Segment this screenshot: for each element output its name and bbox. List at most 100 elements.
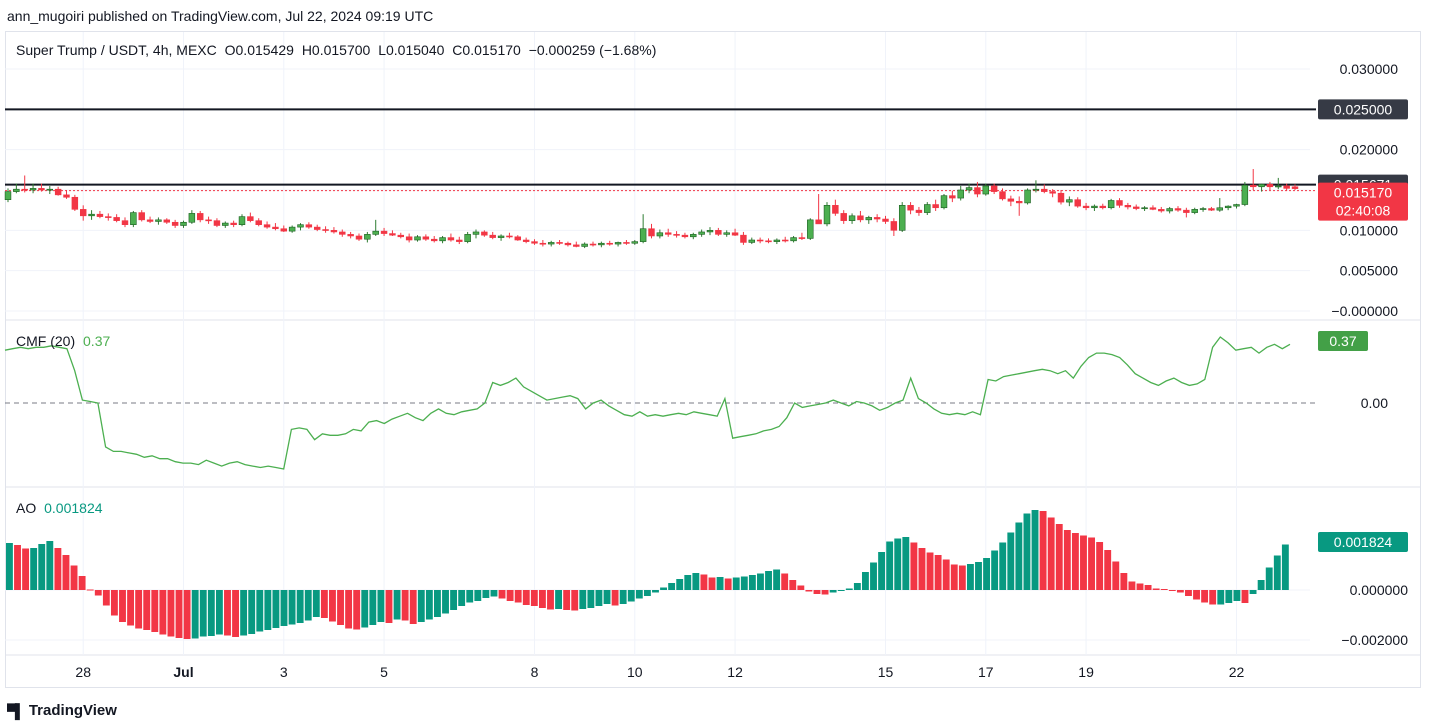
candle-body	[1116, 200, 1123, 206]
cmf-legend: CMF (20) 0.37	[16, 333, 114, 349]
candle-body	[907, 205, 914, 211]
candle-body	[1074, 199, 1081, 207]
ao-histogram-bar	[692, 573, 700, 590]
ao-histogram-bar	[660, 587, 667, 590]
ao-histogram-bar	[1273, 555, 1281, 590]
x-tick-label: 5	[380, 664, 388, 680]
candle-body	[230, 222, 237, 225]
ao-histogram-bar	[425, 590, 433, 620]
candle-body	[1015, 200, 1023, 204]
ao-histogram-bar	[345, 590, 353, 629]
ao-histogram-bar	[304, 590, 312, 621]
candle-body	[748, 239, 756, 243]
footer: ▀▌ TradingView	[7, 702, 117, 719]
candle-body	[1224, 205, 1232, 209]
ao-histogram-bar	[1104, 550, 1112, 590]
ao-histogram-bar	[862, 572, 869, 590]
ao-histogram-bar	[579, 590, 587, 609]
ao-histogram-bar	[1257, 580, 1265, 590]
ao-histogram-bar	[748, 575, 756, 590]
ao-histogram-bar	[86, 589, 94, 591]
ao-histogram-bar	[942, 559, 950, 590]
candle-body	[422, 236, 430, 240]
candle-body	[965, 187, 973, 191]
candle-body	[924, 204, 931, 213]
candle-body	[1124, 205, 1132, 208]
footer-brand: TradingView	[28, 702, 117, 719]
candle-body	[506, 235, 513, 238]
ao-histogram-bar	[458, 590, 466, 606]
ao-histogram-bar	[870, 562, 877, 590]
candle-body	[1141, 207, 1148, 210]
candle-body	[280, 228, 288, 232]
x-tick-label: 19	[1078, 664, 1094, 680]
candle-body	[196, 213, 204, 221]
candle-body	[731, 232, 739, 236]
candle-body	[472, 231, 480, 235]
candle-body	[297, 224, 304, 228]
ao-histogram-bar	[312, 590, 320, 617]
candle-body	[222, 222, 229, 226]
candle-body	[815, 219, 822, 225]
candle-body	[364, 234, 371, 240]
candle-body	[188, 213, 196, 223]
ao-histogram-bar	[94, 590, 102, 596]
candle-body	[489, 234, 496, 238]
ao-histogram-bar	[1152, 588, 1160, 590]
ao-histogram-bar	[498, 590, 506, 599]
candle-body	[71, 196, 79, 210]
candle-body	[1166, 208, 1173, 212]
candle-body	[982, 185, 990, 195]
ao-histogram-bar	[619, 590, 627, 604]
candle-body	[740, 234, 747, 243]
candle-body	[380, 230, 388, 234]
ao-histogram-bar	[385, 590, 393, 623]
ao-histogram-bar	[966, 564, 974, 590]
ao-histogram-bar	[821, 590, 829, 595]
candle-body	[1041, 188, 1048, 192]
candle-body	[113, 217, 120, 221]
ao-histogram-bar	[765, 571, 772, 590]
ao-histogram-bar	[1088, 537, 1095, 590]
ao-histogram-bar	[700, 574, 708, 590]
ao-histogram-bar	[401, 590, 409, 621]
y-tick-label: 0.030000	[1340, 61, 1399, 77]
ao-histogram-bar	[781, 573, 789, 590]
candle-body	[1183, 209, 1190, 213]
candle-body	[305, 224, 313, 228]
candle-body	[355, 235, 363, 240]
ao-histogram-bar	[490, 590, 498, 597]
candle-body	[1191, 209, 1198, 213]
candle-body	[1024, 189, 1031, 204]
ao-histogram-bar	[1007, 532, 1015, 590]
candle-body	[656, 232, 664, 237]
ao-histogram-bar	[991, 550, 999, 590]
y-tick-label: 0.020000	[1340, 142, 1399, 158]
y-tick-label: −0.000000	[1331, 303, 1398, 319]
candle-body	[13, 188, 20, 192]
candle-body	[272, 226, 279, 230]
cmf-name: CMF (20)	[16, 333, 76, 349]
x-tick-label: 22	[1229, 664, 1245, 680]
ao-histogram-bar	[482, 590, 490, 598]
candle-body	[807, 219, 814, 239]
ao-histogram-bar	[724, 578, 732, 590]
ao-histogram-bar	[587, 590, 595, 608]
candle-body	[832, 205, 839, 214]
candle-body	[238, 216, 246, 225]
candle-body	[547, 242, 555, 245]
candle-body	[898, 205, 906, 231]
candle-body	[1158, 209, 1165, 212]
ao-histogram-bar	[975, 562, 982, 590]
candle-body	[673, 234, 680, 236]
x-tick-label: Jul	[173, 664, 193, 680]
candle-body	[155, 219, 162, 222]
ao-histogram-bar	[442, 590, 449, 614]
ao-histogram-bar	[708, 577, 716, 590]
candle-body	[1057, 192, 1065, 203]
ao-histogram-bar	[474, 590, 482, 601]
candle-body	[397, 234, 405, 238]
candle-body	[1082, 205, 1090, 209]
candle-body	[790, 237, 797, 242]
